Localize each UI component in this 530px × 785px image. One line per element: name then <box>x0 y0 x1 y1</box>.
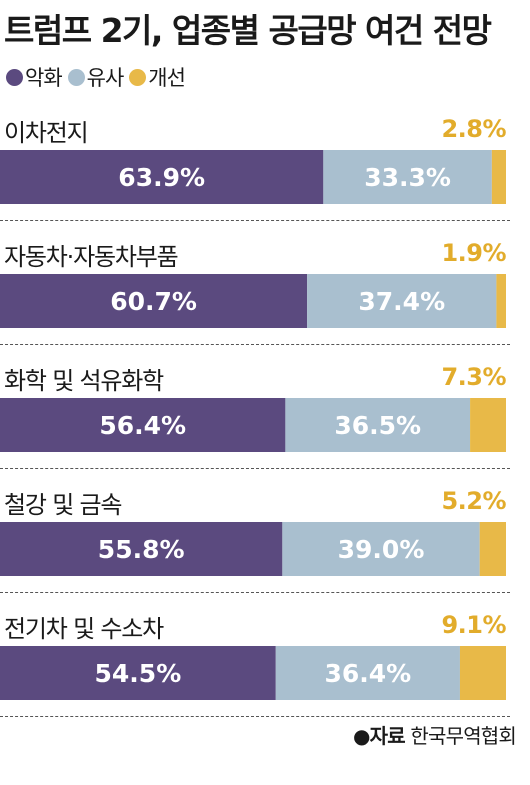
legend: 악화 유사 개선 <box>6 62 191 92</box>
category-row: 철강 및 금속 5.2% 55.8% 39.0% <box>0 485 510 595</box>
category-label: 자동차·자동차부품 <box>4 243 179 271</box>
improve-value-label: 9.1% <box>441 611 506 639</box>
bar-segment-better <box>496 274 506 328</box>
data-label-similar: 36.4% <box>324 659 411 688</box>
data-label-worse: 56.4% <box>99 411 186 440</box>
legend-label-worse: 악화 <box>25 66 63 90</box>
data-label-worse: 54.5% <box>95 659 182 688</box>
bar-segment-similar <box>282 522 480 576</box>
category-label: 전기차 및 수소차 <box>4 615 164 643</box>
improve-value-label: 2.8% <box>441 115 506 143</box>
source-note: ●자료 한국무역협회 <box>352 720 517 749</box>
category-row: 전기차 및 수소차 9.1% 54.5% 36.4% <box>0 609 510 719</box>
bar-segment-worse <box>0 398 286 452</box>
stacked-bar: 63.9% 33.3% <box>0 150 506 204</box>
data-label-worse: 55.8% <box>98 535 185 564</box>
chart-title: 트럼프 2기, 업종별 공급망 여건 전망 <box>4 11 492 50</box>
bar-segment-similar <box>323 150 492 204</box>
legend-swatch-similar <box>67 68 85 86</box>
source-org: 한국무역협회 <box>410 724 516 748</box>
row-divider <box>0 592 510 593</box>
category-label: 철강 및 금속 <box>4 491 122 519</box>
bar-segment-worse <box>0 522 283 576</box>
bar-segment-worse <box>0 646 276 700</box>
category-row: 화학 및 석유화학 7.3% 56.4% 36.5% <box>0 361 510 471</box>
legend-item-worse: 악화 <box>6 62 63 92</box>
row-divider <box>0 344 510 345</box>
legend-item-similar: 유사 <box>67 62 125 92</box>
legend-swatch-better <box>129 68 147 86</box>
row-divider <box>0 220 510 221</box>
bar-segment-better <box>479 522 506 576</box>
stacked-bar: 56.4% 36.5% <box>0 398 506 452</box>
bar-segment-similar <box>285 398 471 452</box>
bar-segment-worse <box>0 274 308 328</box>
category-label: 화학 및 석유화학 <box>4 367 164 395</box>
stacked-bar: 54.5% 36.4% <box>0 646 506 700</box>
data-label-similar: 33.3% <box>364 163 451 192</box>
improve-value-label: 5.2% <box>441 487 506 515</box>
bar-segment-better <box>491 150 506 204</box>
improve-value-label: 1.9% <box>441 239 506 267</box>
stacked-bar: 55.8% 39.0% <box>0 522 506 576</box>
row-divider <box>0 716 510 717</box>
bar-segment-similar <box>275 646 460 700</box>
data-label-similar: 36.5% <box>334 411 421 440</box>
bar-segment-worse <box>0 150 324 204</box>
row-divider <box>0 468 510 469</box>
category-row: 자동차·자동차부품 1.9% 60.7% 37.4% <box>0 237 510 347</box>
improve-value-label: 7.3% <box>441 363 506 391</box>
data-label-worse: 63.9% <box>118 163 205 192</box>
data-label-similar: 39.0% <box>338 535 425 564</box>
data-label-worse: 60.7% <box>110 287 197 316</box>
data-label-similar: 37.4% <box>358 287 445 316</box>
legend-swatch-worse <box>6 68 23 86</box>
stacked-bar: 60.7% 37.4% <box>0 274 506 328</box>
legend-item-better: 개선 <box>129 62 186 92</box>
category-label: 이차전지 <box>4 119 89 147</box>
category-row: 이차전지 2.8% 63.9% 33.3% <box>0 113 510 223</box>
bar-segment-similar <box>307 274 497 328</box>
source-label: ●자료 <box>352 724 406 748</box>
bar-segment-better <box>459 646 506 700</box>
legend-label-similar: 유사 <box>86 66 125 90</box>
legend-label-better: 개선 <box>148 66 186 90</box>
bar-segment-better <box>470 398 506 452</box>
